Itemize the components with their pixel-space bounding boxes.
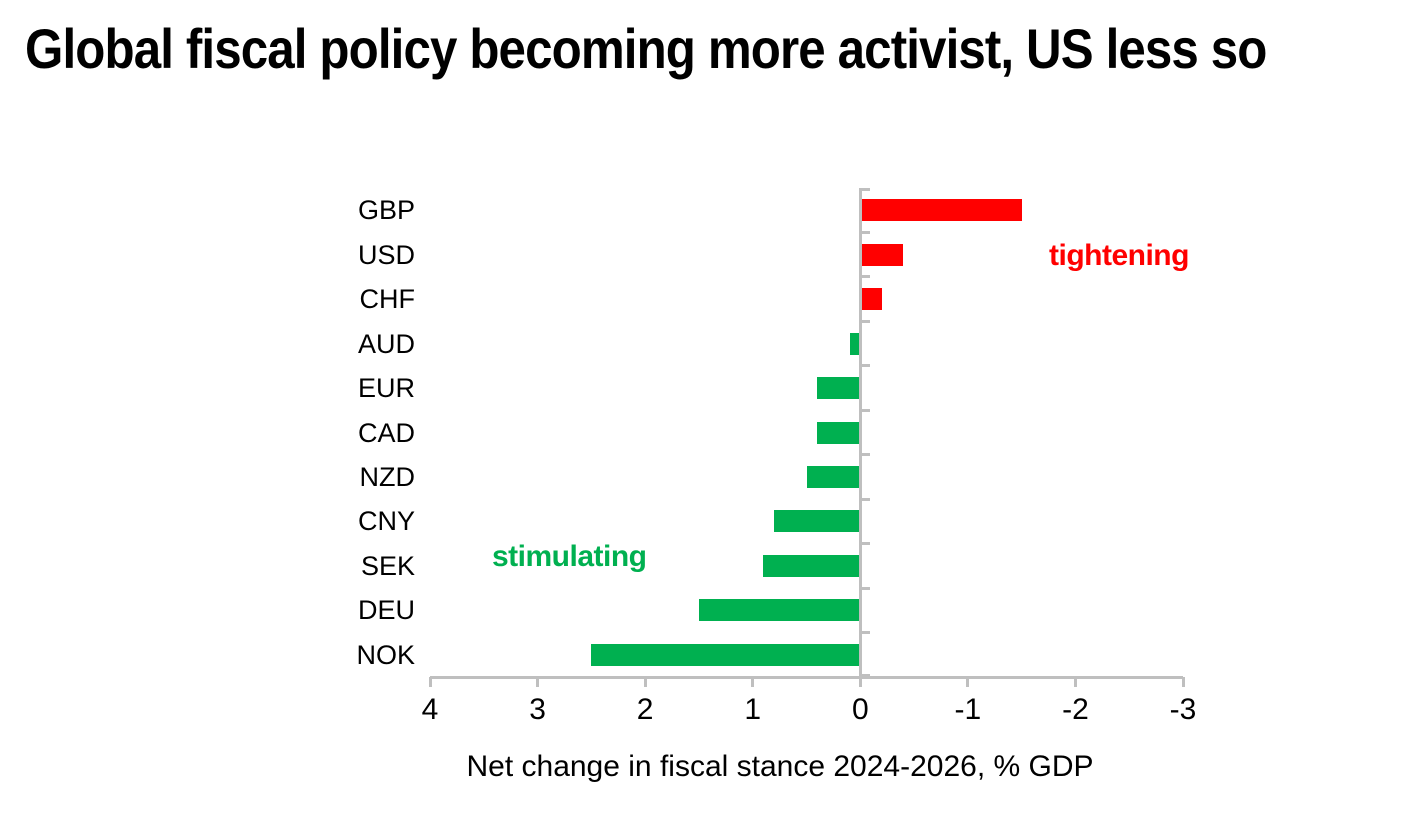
x-axis-tick — [536, 677, 540, 687]
zero-axis-tick — [858, 364, 870, 368]
annotation-tightening: tightening — [1049, 239, 1189, 272]
category-label-nok: NOK — [356, 639, 415, 670]
chart-title: Global fiscal policy becoming more activ… — [25, 17, 1267, 80]
x-axis-tick — [1073, 677, 1077, 687]
x-tick-label-2: 2 — [636, 693, 654, 726]
x-tick-label-1: 1 — [744, 693, 762, 726]
bar-sek — [763, 554, 861, 577]
x-axis-tick — [966, 677, 970, 687]
category-label-cny: CNY — [357, 506, 415, 537]
zero-axis-tick — [858, 275, 870, 279]
x-tick-label--3: -3 — [1169, 693, 1197, 726]
category-label-chf: CHF — [359, 284, 416, 315]
category-label-eur: EUR — [357, 373, 415, 404]
bar-eur — [817, 377, 861, 400]
zero-axis-tick — [858, 230, 870, 234]
x-tick-label-3: 3 — [529, 693, 546, 726]
zero-axis-tick — [858, 586, 870, 590]
zero-axis-tick — [858, 319, 870, 323]
x-axis-tick — [1181, 677, 1185, 687]
category-label-cad: CAD — [357, 417, 415, 448]
x-tick-label-0: 0 — [851, 693, 869, 726]
category-label-aud: AUD — [357, 328, 415, 359]
category-label-deu: DEU — [357, 595, 415, 626]
x-axis-line — [430, 675, 1183, 679]
zero-axis-tick — [858, 453, 870, 457]
bar-cad — [817, 421, 861, 444]
bar-usd — [860, 243, 904, 266]
zero-axis-tick — [858, 408, 870, 412]
x-tick-label--2: -2 — [1062, 693, 1089, 726]
x-tick-label--1: -1 — [954, 693, 982, 726]
zero-axis-tick — [858, 542, 870, 546]
category-label-gbp: GBP — [357, 195, 415, 226]
category-label-sek: SEK — [360, 550, 415, 581]
bar-cny — [774, 510, 861, 533]
plot-area — [428, 188, 1185, 687]
zero-axis-tick — [858, 631, 870, 635]
bar-nok — [591, 643, 861, 666]
bar-chf — [860, 288, 882, 311]
bar-deu — [698, 599, 861, 622]
x-axis-tick — [858, 677, 862, 687]
x-axis-tick — [643, 677, 647, 687]
zero-axis-tick — [858, 497, 870, 501]
category-label-usd: USD — [357, 239, 415, 270]
zero-axis-line — [858, 188, 862, 677]
x-axis-title: Net change in fiscal stance 2024-2026, %… — [466, 750, 1094, 783]
bar-nzd — [806, 465, 861, 488]
bar-aud — [849, 332, 861, 355]
x-axis-tick — [428, 677, 432, 687]
category-label-nzd: NZD — [359, 461, 416, 492]
x-tick-label-4: 4 — [421, 693, 439, 726]
bar-gbp — [860, 199, 1022, 222]
zero-axis-tick — [858, 188, 870, 191]
x-axis-tick — [751, 677, 755, 687]
annotation-stimulating: stimulating — [492, 540, 647, 573]
